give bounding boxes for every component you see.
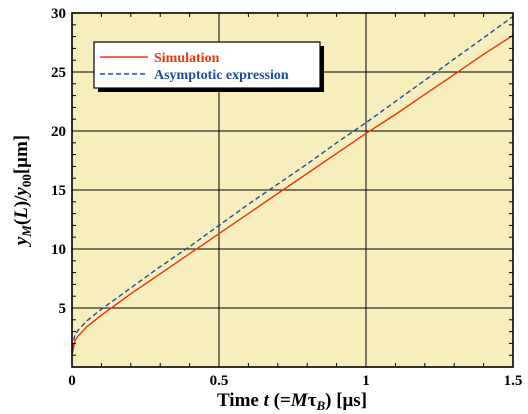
- x-tick-label: 0: [68, 373, 76, 389]
- legend-box: [93, 41, 321, 89]
- ticks: 0 0.5 1 1.5 5 10 15 20 25 30: [51, 6, 522, 389]
- plot-frame: [71, 12, 514, 368]
- y-tick-label: 10: [51, 242, 66, 258]
- x-axis-label: Time t (=MτB) [μs]: [217, 390, 367, 413]
- x-tick-label: 1.5: [504, 373, 523, 389]
- y-tick-label: 15: [51, 183, 66, 199]
- series-line-simulation: [71, 34, 514, 356]
- legend: Simulation Asymptotic expression: [93, 41, 324, 92]
- legend-label-simulation: Simulation: [154, 51, 220, 66]
- y-axis-label: yM(L)/y00[μm]: [11, 135, 34, 247]
- series-layer: [71, 15, 514, 356]
- y-tick-label: 5: [59, 301, 67, 317]
- y-tick-label: 30: [51, 6, 66, 22]
- y-tick-label: 20: [51, 124, 66, 140]
- x-tick-label: 1: [362, 373, 370, 389]
- legend-label-asymptotic: Asymptotic expression: [154, 68, 289, 83]
- series-line-asymptotic: [71, 15, 514, 349]
- x-tick-label: 0.5: [210, 373, 229, 389]
- y-tick-label: 25: [51, 65, 66, 81]
